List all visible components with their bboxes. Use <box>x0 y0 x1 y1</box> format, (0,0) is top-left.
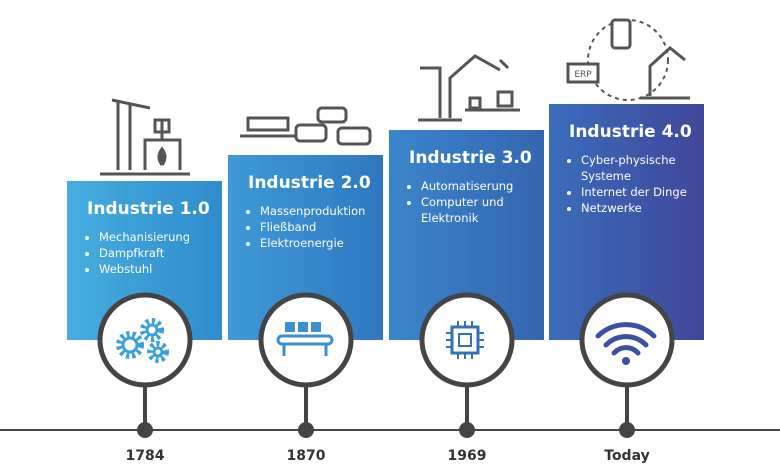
stage-title: Industrie 3.0 <box>409 148 532 168</box>
chip-core <box>458 333 472 347</box>
bullet: Computer und Elektronik <box>421 194 532 226</box>
stage-title: Industrie 2.0 <box>248 173 371 193</box>
bullet: Cyber-physische Systeme <box>581 152 692 184</box>
year: 1784 <box>126 448 165 464</box>
icon-label: ERP <box>574 70 592 80</box>
icon-circle <box>419 292 515 388</box>
gear-hub <box>152 346 164 358</box>
pins <box>446 321 484 359</box>
box-item <box>298 322 308 332</box>
box-item <box>311 322 321 332</box>
gear <box>140 318 164 342</box>
node <box>459 422 475 438</box>
iot-icon: ERP <box>566 18 690 101</box>
bullet: Webstuhl <box>99 261 210 277</box>
bullet: Netzwerke <box>581 200 692 216</box>
gear <box>147 341 169 363</box>
gear-hub <box>145 323 159 337</box>
node <box>298 422 314 438</box>
stage-icon <box>446 321 484 359</box>
bullet: Automatiserung <box>421 178 532 194</box>
stage-icon <box>116 318 169 363</box>
bullet: Mechanisierung <box>99 229 210 245</box>
legs <box>282 344 328 356</box>
stage-icon <box>595 322 657 365</box>
gear-hub <box>121 336 139 354</box>
box-item <box>285 322 295 332</box>
steam-engine-icon <box>100 98 190 176</box>
gear <box>116 331 144 359</box>
stage-title: Industrie 4.0 <box>569 122 692 142</box>
bullet: Massenproduktion <box>260 203 371 219</box>
bullet-list: AutomatiserungComputer und Elektronik <box>409 178 532 226</box>
year: 1969 <box>448 448 487 464</box>
bullet: Internet der Dinge <box>581 184 692 200</box>
stage-title: Industrie 1.0 <box>87 199 210 219</box>
stage-icon <box>276 322 334 356</box>
bullet: Fließband <box>260 219 371 235</box>
icon-circle <box>97 292 193 388</box>
bullet-list: MassenproduktionFließbandElektroenergie <box>248 203 371 251</box>
year: 1870 <box>287 448 326 464</box>
belt <box>276 334 334 346</box>
icon-circle <box>579 292 675 388</box>
wifi-dot <box>622 357 630 365</box>
bullet: Dampfkraft <box>99 245 210 261</box>
year: Today <box>604 448 649 464</box>
bullet-list: Cyber-physische SystemeInternet der Ding… <box>569 152 692 216</box>
cars-icon <box>240 106 372 146</box>
robot-icon <box>418 54 520 122</box>
bullet-list: MechanisierungDampfkraftWebstuhl <box>87 229 210 277</box>
node <box>619 422 635 438</box>
node <box>137 422 153 438</box>
icon-circle <box>258 292 354 388</box>
bullet: Elektroenergie <box>260 235 371 251</box>
wifi <box>595 322 657 356</box>
